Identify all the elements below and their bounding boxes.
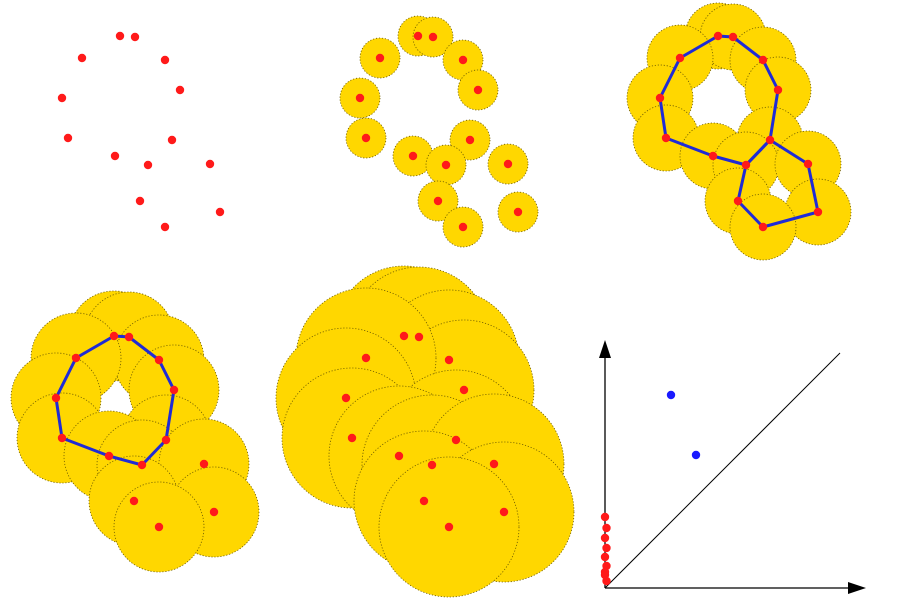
h1-point-2 xyxy=(691,450,701,460)
data-point-13 xyxy=(813,207,823,217)
y-axis-arrowhead xyxy=(599,340,611,358)
data-point-12 xyxy=(129,496,139,506)
filtration-stage-one-loop xyxy=(10,290,260,573)
data-point-9 xyxy=(104,451,114,461)
data-point-11 xyxy=(199,459,209,469)
data-point-1 xyxy=(713,31,723,41)
data-point-8 xyxy=(167,135,177,145)
data-point-8 xyxy=(451,435,461,445)
data-point-7 xyxy=(361,133,371,143)
data-point-4 xyxy=(473,85,483,95)
data-point-11 xyxy=(205,159,215,169)
data-point-7 xyxy=(347,433,357,443)
data-point-6 xyxy=(51,393,61,403)
data-point-12 xyxy=(433,196,443,206)
data-point-14 xyxy=(458,222,468,232)
data-point-8 xyxy=(161,435,171,445)
data-point-1 xyxy=(399,331,409,341)
h1-point-1 xyxy=(666,390,676,400)
data-point-10 xyxy=(427,460,437,470)
data-point-5 xyxy=(375,53,385,63)
data-point-8 xyxy=(465,135,475,145)
data-point-7 xyxy=(57,433,67,443)
h0-point-8 xyxy=(602,576,611,586)
data-point-10 xyxy=(441,160,451,170)
h0-point-1 xyxy=(600,512,610,522)
data-point-1 xyxy=(115,31,125,41)
data-point-14 xyxy=(154,522,164,532)
data-point-4 xyxy=(169,385,179,395)
data-point-1 xyxy=(109,331,119,341)
data-point-11 xyxy=(503,159,513,169)
diagonal-line xyxy=(604,352,841,589)
data-point-3 xyxy=(444,355,454,365)
h0-point-4 xyxy=(602,543,611,553)
h0-point-3 xyxy=(600,533,610,543)
data-point-2 xyxy=(428,32,438,42)
data-point-6 xyxy=(355,93,365,103)
data-point-7 xyxy=(63,133,73,143)
data-point-2 xyxy=(124,332,134,342)
data-point-4 xyxy=(175,85,185,95)
persistence-points xyxy=(600,390,701,586)
data-point-6 xyxy=(655,93,665,103)
data-point-13 xyxy=(513,207,523,217)
data-point-5 xyxy=(71,353,81,363)
data-point-7 xyxy=(661,133,671,143)
data-point-14 xyxy=(160,222,170,232)
data-point-12 xyxy=(419,496,429,506)
filtration-stage-small-balls xyxy=(339,15,539,248)
h0-point-9 xyxy=(600,567,610,577)
filtration-stage-points xyxy=(57,31,225,232)
data-point-10 xyxy=(137,460,147,470)
data-point-3 xyxy=(458,55,468,65)
data-point-13 xyxy=(209,507,219,517)
data-point-4 xyxy=(459,385,469,395)
data-point-6 xyxy=(341,393,351,403)
data-point-11 xyxy=(489,459,499,469)
data-point-8 xyxy=(765,135,775,145)
data-point-13 xyxy=(215,207,225,217)
filtration-stage-merged xyxy=(275,265,575,598)
data-point-12 xyxy=(733,196,743,206)
data-point-3 xyxy=(758,55,768,65)
data-point-12 xyxy=(135,196,145,206)
data-point-2 xyxy=(130,32,140,42)
data-point-6 xyxy=(57,93,67,103)
data-point-9 xyxy=(708,151,718,161)
data-point-3 xyxy=(154,355,164,365)
data-point-4 xyxy=(773,85,783,95)
data-point-5 xyxy=(675,53,685,63)
x-axis-arrowhead xyxy=(848,582,866,594)
data-point-14 xyxy=(444,522,454,532)
data-point-11 xyxy=(803,159,813,169)
persistence-diagram xyxy=(599,340,866,594)
data-point-1 xyxy=(413,31,423,41)
data-point-5 xyxy=(77,53,87,63)
data-point-2 xyxy=(728,32,738,42)
data-point-9 xyxy=(408,151,418,161)
filtration-stage-two-loops xyxy=(626,2,852,261)
data-point-9 xyxy=(110,151,120,161)
data-point-10 xyxy=(143,160,153,170)
data-point-13 xyxy=(499,507,509,517)
data-point-5 xyxy=(361,353,371,363)
h0-point-5 xyxy=(600,552,610,562)
data-point-10 xyxy=(741,160,751,170)
h0-point-2 xyxy=(602,523,611,533)
data-point-9 xyxy=(394,451,404,461)
data-point-2 xyxy=(414,332,424,342)
data-point-14 xyxy=(758,222,768,232)
data-point-3 xyxy=(160,55,170,65)
